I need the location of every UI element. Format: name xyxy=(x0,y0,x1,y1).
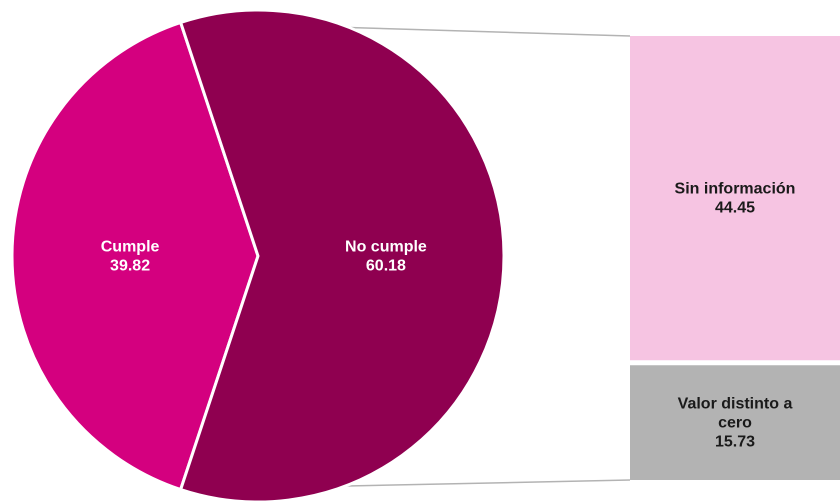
pie-slices xyxy=(10,8,506,502)
pie-slice-cumple xyxy=(10,20,260,492)
breakdown-bar xyxy=(630,36,840,480)
pie-slice-no-cumple xyxy=(179,8,506,502)
data-labels: Cumple 39.82 No cumple 60.18 Sin información… xyxy=(101,181,796,451)
bar-segment-sin-informacion xyxy=(630,36,840,361)
pie-label-cumple: Cumple 39.82 xyxy=(101,239,160,275)
bar-label-valor-distinto-a-cero: Valor distinto a cero 15.73 xyxy=(678,396,793,451)
bar-label-sin-informacion: Sin información 44.45 xyxy=(675,181,796,217)
bar-segment-valor-distinto-a-cero xyxy=(630,365,840,480)
pie-label-no-cumple: No cumple 60.18 xyxy=(345,239,427,275)
